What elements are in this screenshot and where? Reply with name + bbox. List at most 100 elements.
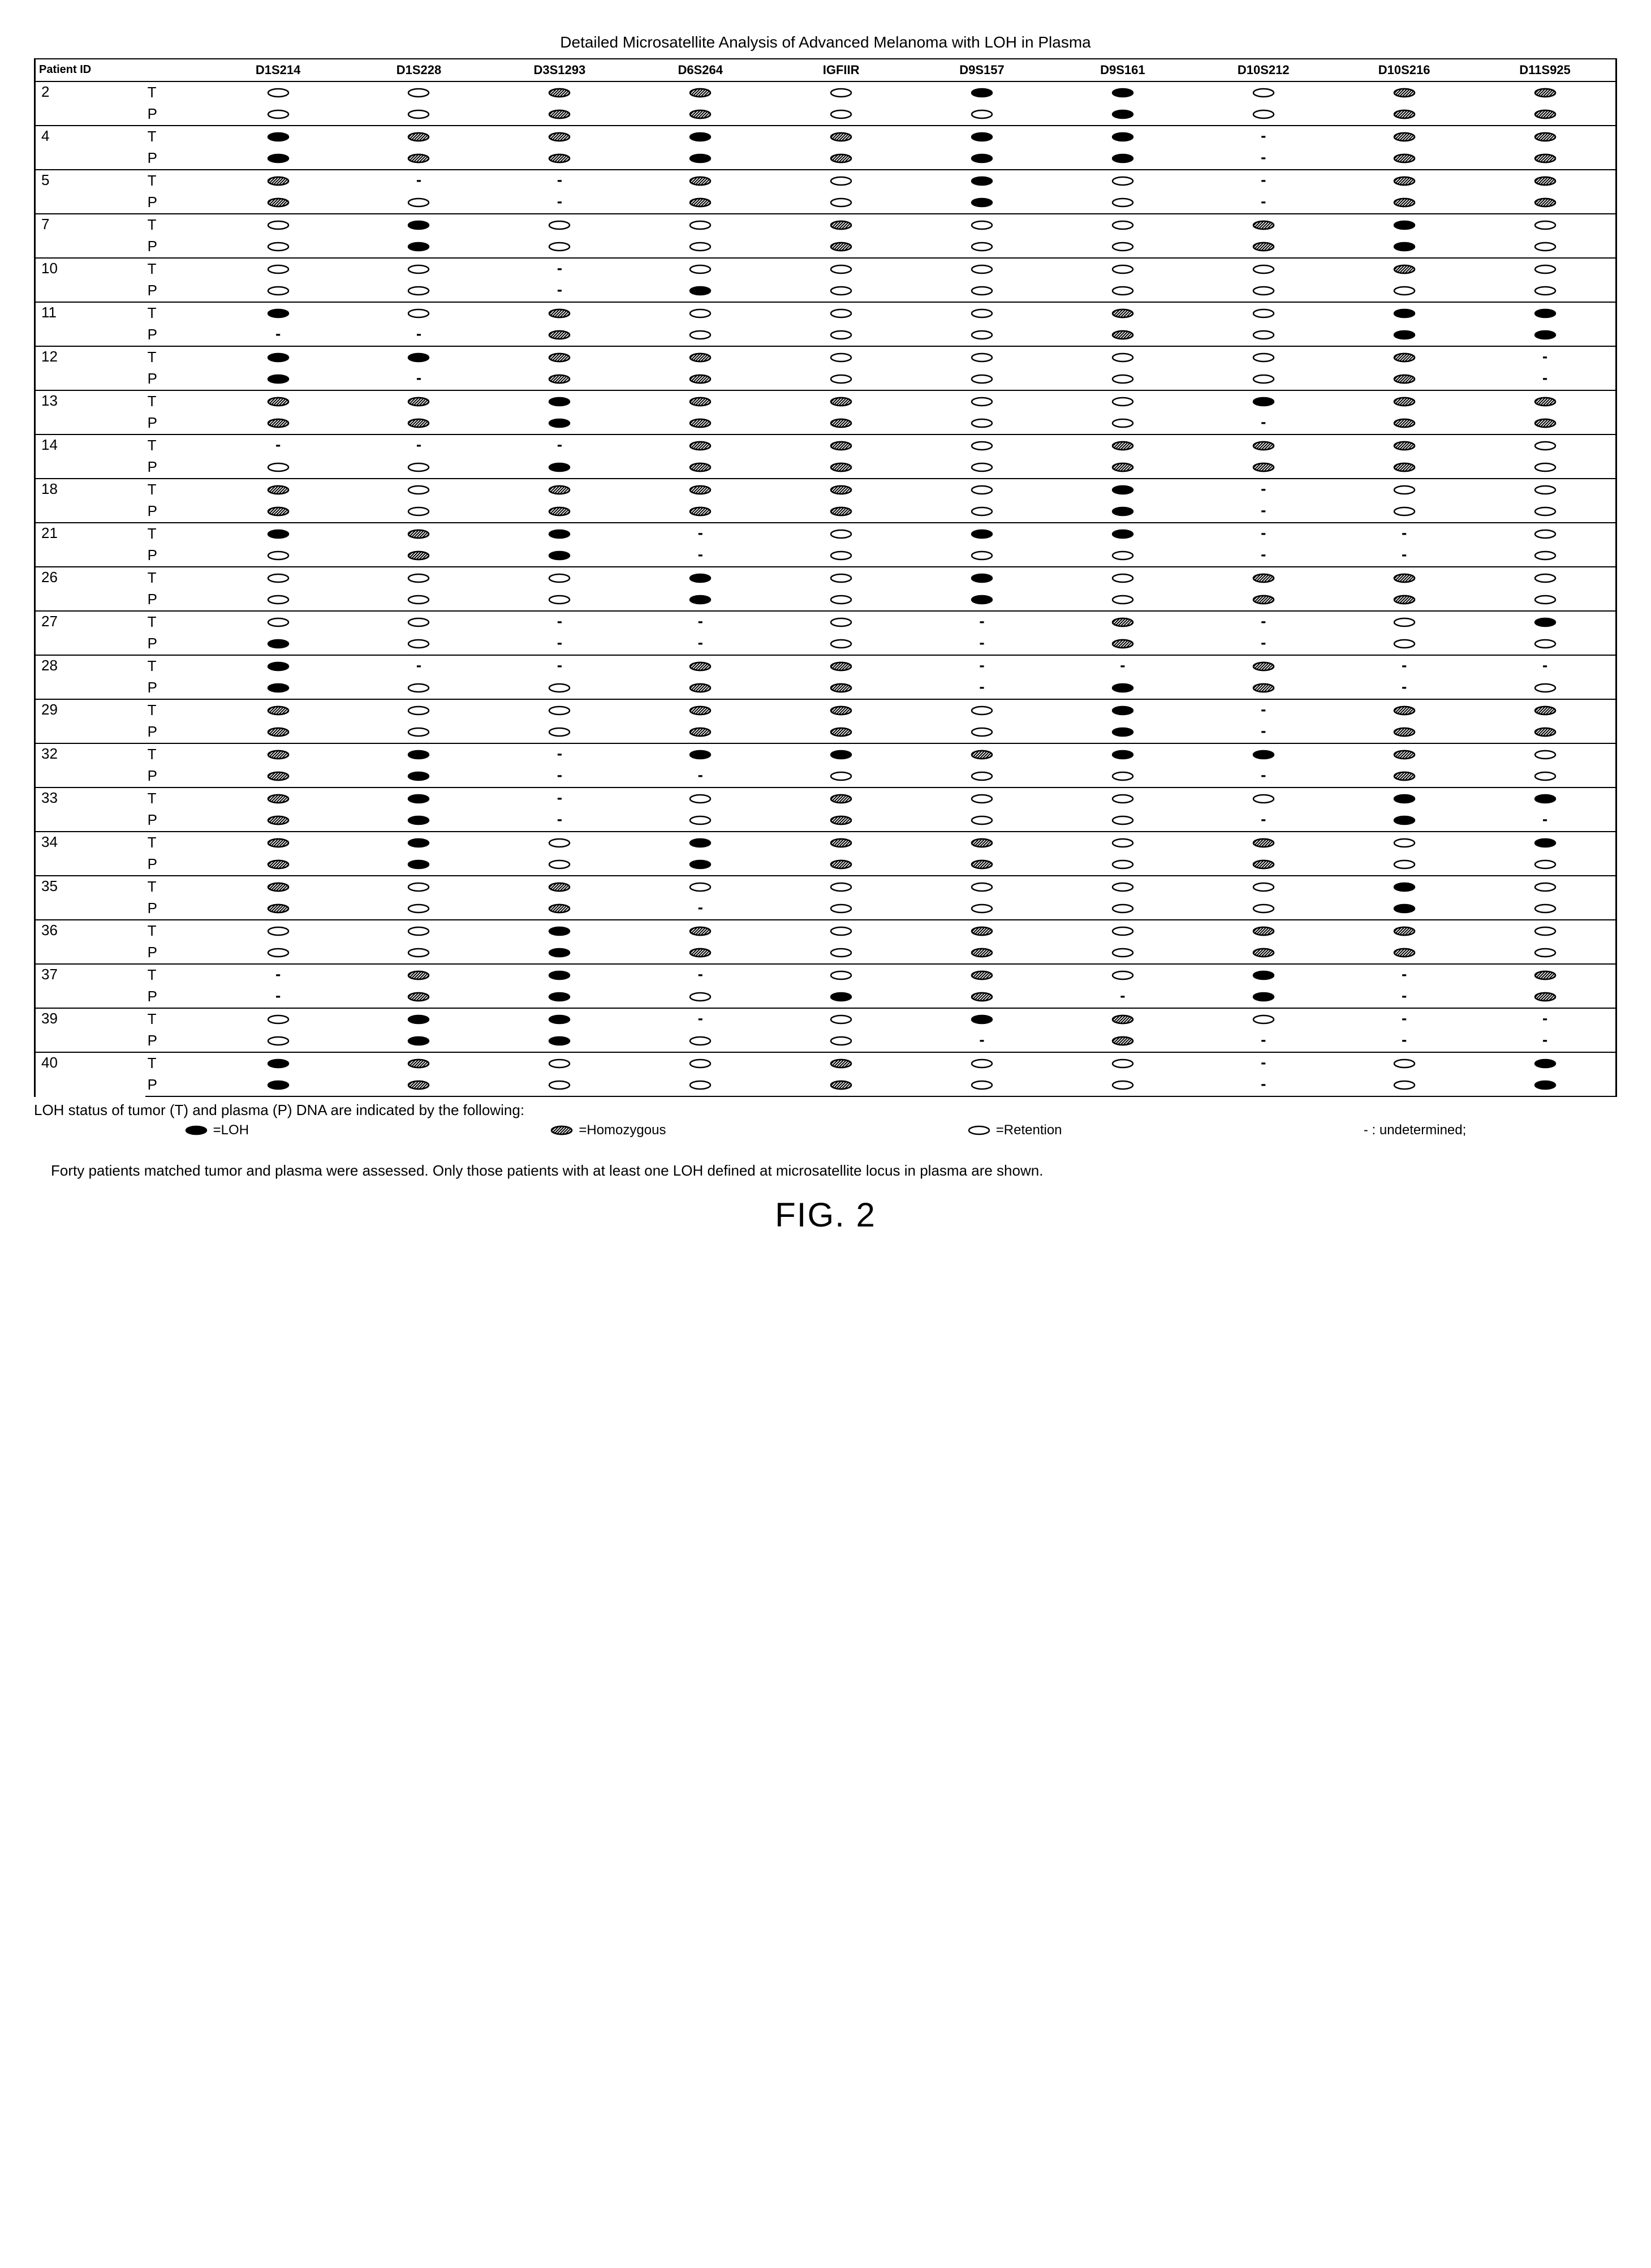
homozygous-icon xyxy=(267,903,290,914)
homozygous-icon xyxy=(830,838,852,848)
homozygous-icon xyxy=(830,418,852,428)
homozygous-icon xyxy=(689,418,712,428)
page-title: Detailed Microsatellite Analysis of Adva… xyxy=(34,33,1617,51)
loh-icon xyxy=(407,352,430,363)
marker-cell xyxy=(348,346,489,368)
retention-icon xyxy=(830,176,852,186)
homozygous-icon xyxy=(1111,308,1134,319)
dash-icon: - xyxy=(557,259,562,277)
marker-cell xyxy=(912,479,1053,501)
table-row: P- xyxy=(36,721,1615,743)
marker-cell xyxy=(630,655,771,677)
retention-icon xyxy=(1111,264,1134,274)
marker-cell xyxy=(1475,876,1615,898)
marker-cell xyxy=(348,1030,489,1052)
homozygous-icon xyxy=(689,727,712,737)
patient-id-cell: 40 xyxy=(36,1052,145,1096)
marker-cell xyxy=(348,1008,489,1030)
marker-cell xyxy=(208,170,348,192)
marker-cell xyxy=(912,104,1053,126)
marker-cell xyxy=(208,523,348,545)
dash-icon: - xyxy=(1542,369,1547,386)
patient-id-cell: 7 xyxy=(36,214,145,258)
marker-cell: - xyxy=(489,765,630,787)
patient-id-cell: 21 xyxy=(36,523,145,567)
legend-symbols: =LOH=Homozygous=Retention- : undetermine… xyxy=(34,1122,1617,1138)
marker-cell xyxy=(348,236,489,258)
marker-cell: - xyxy=(1193,1052,1334,1074)
homozygous-icon xyxy=(1534,418,1557,428)
retention-icon xyxy=(1111,418,1134,428)
marker-cell xyxy=(630,126,771,148)
marker-cell xyxy=(348,589,489,611)
table-row: 21T--- xyxy=(36,523,1615,545)
homozygous-icon xyxy=(1252,948,1275,958)
retention-icon xyxy=(548,838,571,848)
table-row: P- xyxy=(36,1074,1615,1096)
table-row: 40T- xyxy=(36,1052,1615,1074)
loh-icon xyxy=(971,529,993,539)
legend-item: - : undetermined; xyxy=(1364,1122,1466,1138)
retention-icon xyxy=(1111,374,1134,384)
homozygous-icon xyxy=(548,109,571,119)
marker-cell xyxy=(912,390,1053,412)
table-row: 11T xyxy=(36,302,1615,324)
sample-type-cell: T xyxy=(145,302,208,324)
sample-type-cell: T xyxy=(145,611,208,633)
sample-type-cell: T xyxy=(145,699,208,721)
marker-cell xyxy=(1052,126,1193,148)
dash-icon: - xyxy=(275,965,281,983)
retention-icon xyxy=(1252,882,1275,892)
patient-id-cell: 33 xyxy=(36,787,145,832)
sample-type-cell: T xyxy=(145,523,208,545)
retention-icon xyxy=(1111,771,1134,781)
marker-cell xyxy=(489,942,630,964)
patient-id-cell: 34 xyxy=(36,832,145,876)
loh-icon xyxy=(971,197,993,208)
table-row: P--- xyxy=(36,986,1615,1008)
marker-cell xyxy=(208,567,348,589)
retention-icon xyxy=(1111,948,1134,958)
marker-cell xyxy=(912,1052,1053,1074)
table-row: 36T xyxy=(36,920,1615,942)
marker-cell xyxy=(1052,854,1193,876)
sample-type-cell: P xyxy=(145,368,208,390)
retention-icon xyxy=(1534,220,1557,230)
retention-icon xyxy=(689,242,712,252)
retention-icon xyxy=(1111,352,1134,363)
retention-icon xyxy=(267,462,290,472)
marker-cell xyxy=(912,986,1053,1008)
homozygous-icon xyxy=(689,88,712,98)
marker-cell xyxy=(489,302,630,324)
marker-cell xyxy=(1334,81,1475,104)
retention-icon xyxy=(830,286,852,296)
marker-cell xyxy=(208,787,348,810)
retention-icon xyxy=(1252,1014,1275,1025)
marker-cell xyxy=(912,1008,1053,1030)
table-row: 34T xyxy=(36,832,1615,854)
marker-cell xyxy=(630,280,771,302)
homozygous-icon xyxy=(1393,397,1416,407)
marker-cell xyxy=(1193,280,1334,302)
marker-cell xyxy=(1475,104,1615,126)
marker-cell: - xyxy=(1334,1030,1475,1052)
homozygous-icon xyxy=(689,352,712,363)
marker-cell: - xyxy=(1475,810,1615,832)
marker-cell xyxy=(489,1008,630,1030)
loh-icon xyxy=(1534,1080,1557,1090)
retention-icon xyxy=(407,462,430,472)
table-row: 39T--- xyxy=(36,1008,1615,1030)
table-row: 7T xyxy=(36,214,1615,236)
marker-cell xyxy=(1052,765,1193,787)
marker-cell xyxy=(1193,942,1334,964)
marker-cell xyxy=(489,986,630,1008)
marker-cell xyxy=(912,192,1053,214)
homozygous-icon xyxy=(689,462,712,472)
sample-type-cell: T xyxy=(145,126,208,148)
loh-icon xyxy=(267,374,290,384)
sample-type-cell: T xyxy=(145,787,208,810)
marker-cell: - xyxy=(1334,545,1475,567)
retention-icon xyxy=(1252,794,1275,804)
retention-icon xyxy=(1393,639,1416,649)
marker-cell xyxy=(1052,302,1193,324)
